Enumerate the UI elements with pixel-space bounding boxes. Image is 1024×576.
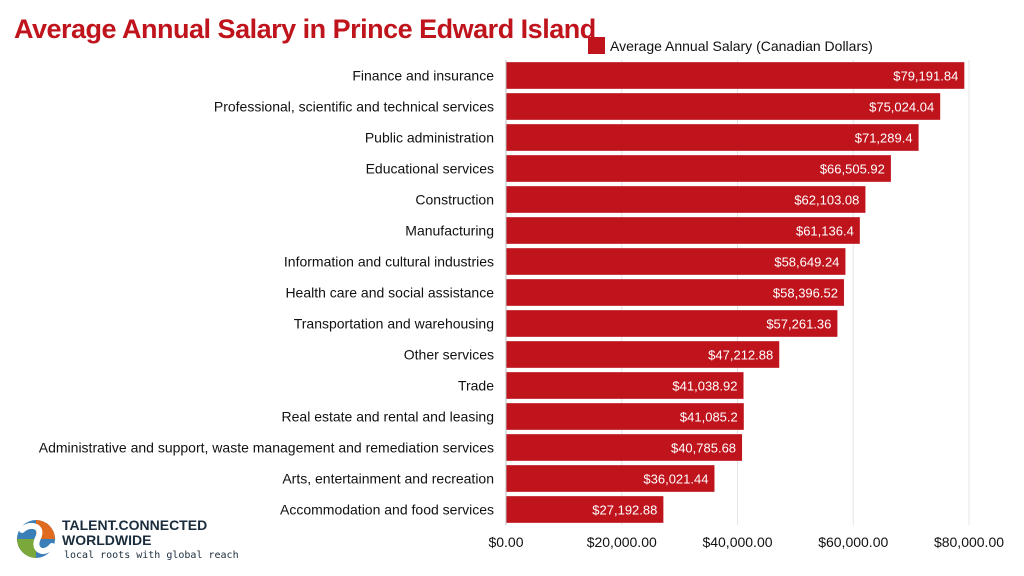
legend-swatch (588, 37, 605, 54)
category-label: Educational services (366, 161, 494, 177)
bar (506, 186, 866, 213)
category-label: Other services (404, 347, 494, 363)
bar-value-label: $58,649.24 (774, 255, 839, 270)
chart-legend: Average Annual Salary (Canadian Dollars) (588, 37, 873, 54)
bar (506, 279, 844, 306)
logo-tagline: local roots with global reach (64, 550, 239, 561)
bar (506, 124, 919, 151)
legend-label: Average Annual Salary (Canadian Dollars) (610, 37, 873, 54)
chart-title: Average Annual Salary in Prince Edward I… (14, 14, 596, 44)
category-label: Transportation and warehousing (294, 316, 494, 332)
category-label: Finance and insurance (352, 68, 494, 84)
category-label: Accommodation and food services (280, 502, 494, 518)
bar-value-label: $41,085.2 (680, 410, 738, 425)
bar (506, 341, 780, 368)
x-tick-label: $80,000.00 (934, 534, 1004, 550)
bar (506, 434, 743, 461)
bar (506, 496, 664, 523)
bar-value-label: $41,038.92 (672, 379, 737, 394)
bar (506, 248, 846, 275)
logo-mark-icon (17, 520, 55, 558)
logo-name-line2: WORLDWIDE (62, 532, 152, 548)
bar-value-label: $75,024.04 (869, 100, 934, 115)
bar-value-label: $61,136.4 (796, 224, 854, 239)
bar-value-label: $57,261.36 (766, 317, 831, 332)
bar-value-label: $66,505.92 (820, 162, 885, 177)
bar (506, 62, 965, 89)
bar-value-label: $47,212.88 (708, 348, 773, 363)
category-label: Administrative and support, waste manage… (39, 440, 494, 456)
bar-value-label: $36,021.44 (643, 472, 708, 487)
x-tick-label: $20,000.00 (587, 534, 657, 550)
category-label: Construction (415, 192, 494, 208)
x-tick-label: $60,000.00 (818, 534, 888, 550)
logo-name-line1: TALENT.CONNECTED (62, 517, 208, 533)
category-label: Public administration (365, 130, 494, 146)
bar-value-label: $71,289.4 (855, 131, 913, 146)
bar-value-label: $79,191.84 (893, 69, 958, 84)
bar (506, 155, 891, 182)
bar-value-label: $40,785.68 (671, 441, 736, 456)
bar (506, 465, 715, 492)
x-tick-label: $0.00 (488, 534, 523, 550)
category-label: Professional, scientific and technical s… (214, 99, 494, 115)
bar (506, 403, 744, 430)
x-tick-label: $40,000.00 (702, 534, 772, 550)
category-label: Health care and social assistance (285, 285, 494, 301)
bar-value-label: $58,396.52 (773, 286, 838, 301)
category-label: Trade (458, 378, 494, 394)
company-logo: TALENT.CONNECTED WORLDWIDE local roots w… (14, 516, 274, 572)
category-label: Real estate and rental and leasing (282, 409, 494, 425)
category-label: Information and cultural industries (284, 254, 494, 270)
bar (506, 93, 941, 120)
bar (506, 310, 838, 337)
bar (506, 372, 744, 399)
category-label: Arts, entertainment and recreation (282, 471, 494, 487)
bar (506, 217, 860, 244)
bar-value-label: $62,103.08 (794, 193, 859, 208)
bar-value-label: $27,192.88 (592, 503, 657, 518)
category-label: Manufacturing (405, 223, 494, 239)
